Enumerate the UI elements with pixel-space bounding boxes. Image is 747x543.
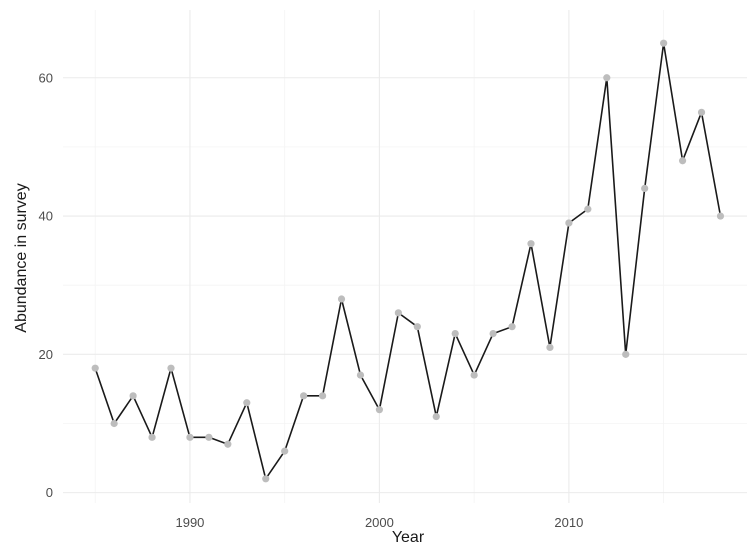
grid	[63, 10, 747, 503]
tick-labels: 0 20 40 60 1990 2000 2010	[39, 70, 584, 530]
data-point	[546, 343, 554, 352]
data-point	[527, 240, 535, 248]
data-point	[186, 433, 194, 441]
series-layer	[91, 39, 725, 483]
y-tick-label: 0	[46, 485, 53, 500]
data-point	[470, 371, 478, 379]
y-tick-label: 20	[39, 347, 53, 362]
data-point	[356, 371, 365, 379]
data-point	[603, 74, 611, 82]
data-point	[716, 212, 725, 220]
data-point	[205, 433, 213, 441]
y-axis-title: Abundance in survey	[13, 183, 30, 332]
data-point	[91, 364, 99, 372]
data-point	[281, 447, 289, 455]
data-point	[697, 108, 706, 116]
data-point	[337, 295, 346, 303]
x-tick-label: 1990	[175, 515, 204, 530]
data-point	[375, 406, 384, 414]
data-point	[660, 39, 668, 47]
data-point	[300, 392, 308, 400]
data-point	[565, 219, 573, 227]
data-point	[641, 184, 649, 192]
data-point	[318, 392, 327, 400]
data-point	[110, 419, 118, 428]
data-point	[584, 205, 592, 213]
data-point	[451, 329, 459, 338]
data-point	[167, 364, 175, 372]
y-tick-label: 40	[39, 209, 53, 224]
data-point	[508, 323, 516, 331]
data-point	[622, 350, 630, 358]
data-point	[678, 157, 687, 165]
y-tick-label: 60	[39, 70, 53, 85]
data-point	[489, 329, 497, 338]
data-point	[243, 399, 251, 407]
data-point	[129, 392, 137, 400]
data-point	[413, 323, 421, 331]
data-point	[148, 433, 156, 441]
x-tick-label: 2010	[554, 515, 583, 530]
data-point	[224, 440, 232, 448]
x-tick-label: 2000	[365, 515, 394, 530]
series-line	[94, 42, 722, 480]
data-point	[432, 412, 440, 421]
data-point	[262, 475, 270, 483]
x-axis-title: Year	[392, 529, 425, 543]
data-point	[394, 309, 402, 317]
